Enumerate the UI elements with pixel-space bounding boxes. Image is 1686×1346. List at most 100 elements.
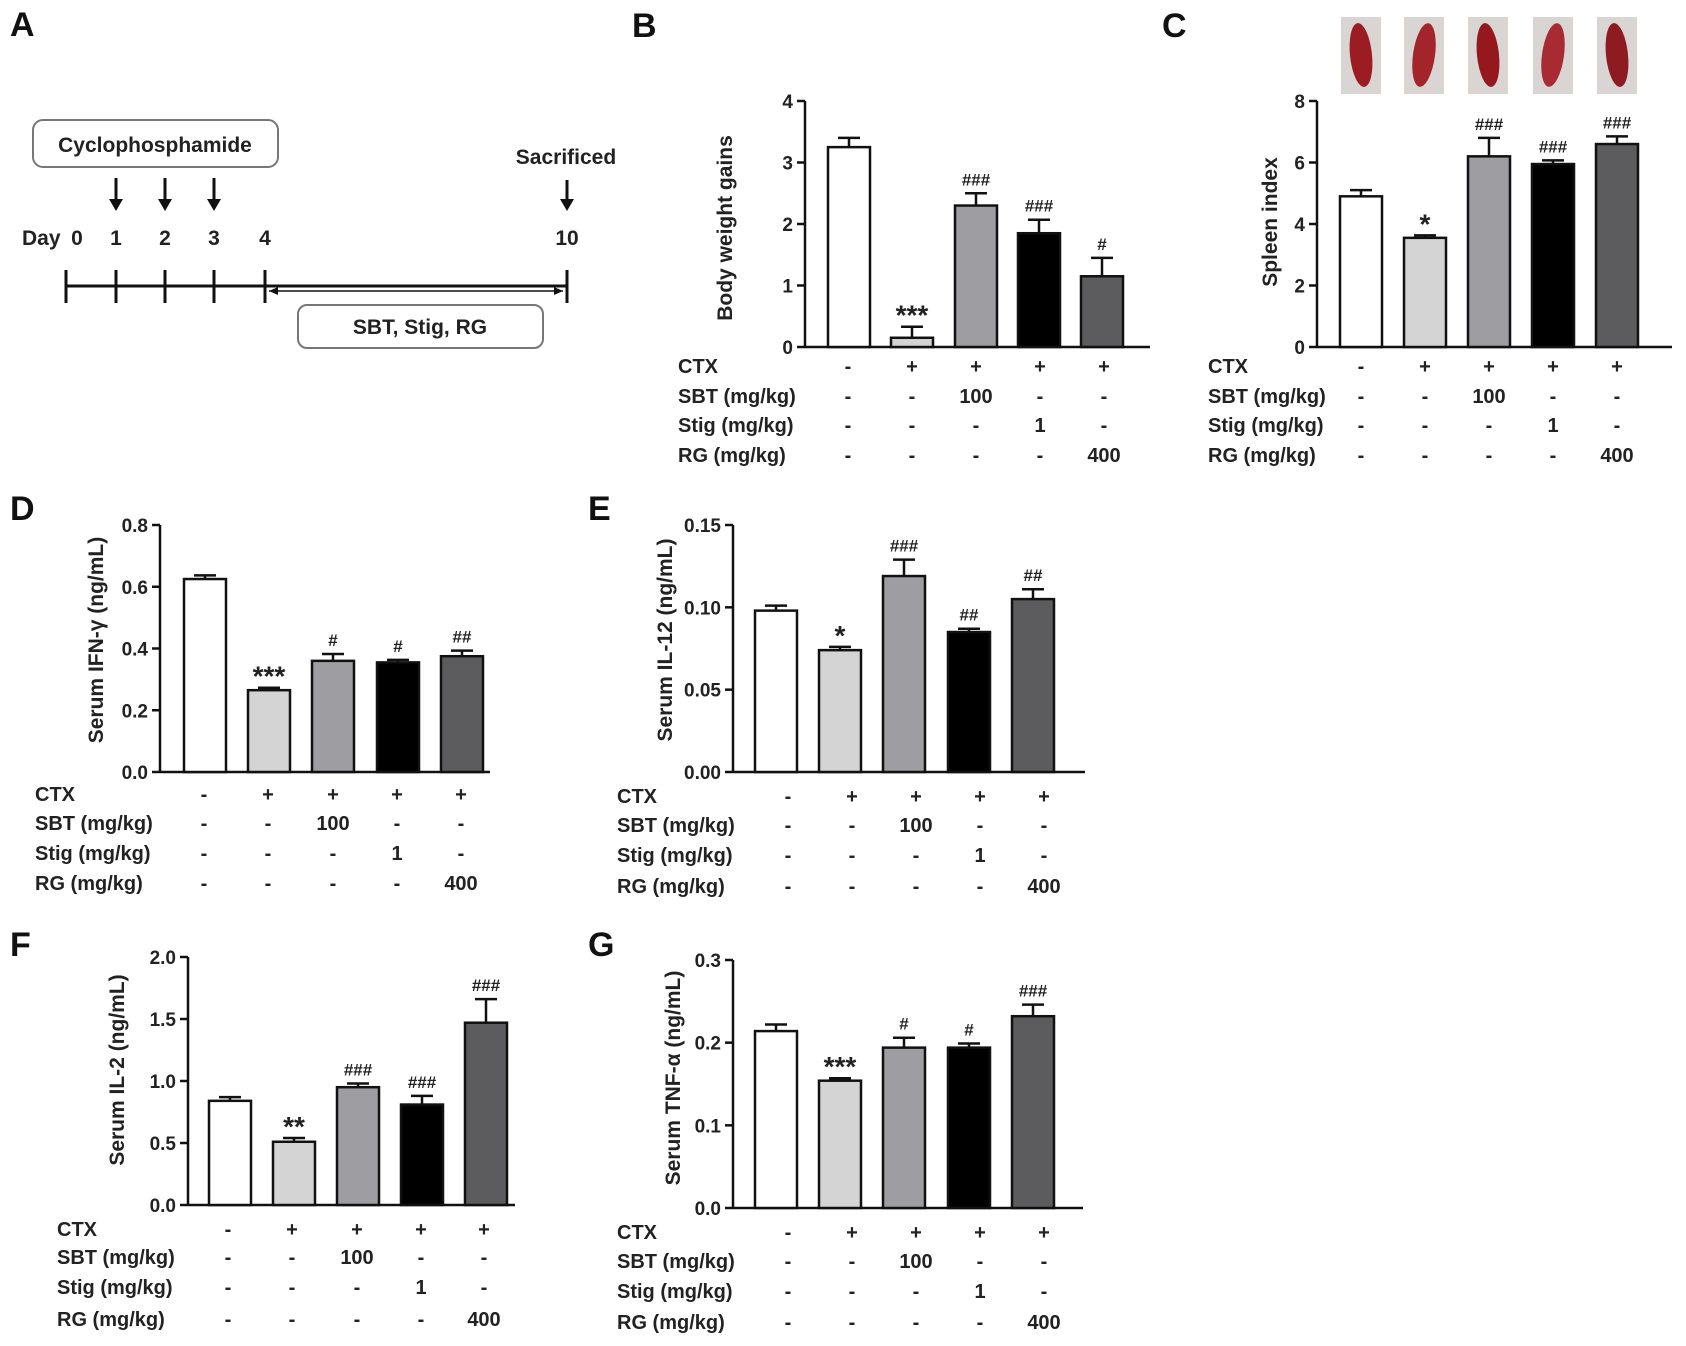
group-cell: - [785, 845, 792, 867]
y-tick-label: 1.0 [150, 1072, 176, 1093]
group-cell: - [1037, 445, 1044, 467]
group-cell: - [481, 1247, 488, 1269]
group-cell: - [394, 873, 401, 895]
group-cell: 400 [1027, 876, 1060, 898]
group-cell: 100 [1472, 386, 1505, 408]
significance-mark: ## [453, 628, 472, 647]
group-cell: + [1038, 1222, 1050, 1244]
group-cell: - [458, 843, 465, 865]
group-cell: - [1041, 1281, 1048, 1303]
group-cell: - [394, 813, 401, 835]
group-cell: - [265, 843, 272, 865]
day-label: 0 [71, 227, 83, 250]
y-axis-label: Spleen index [1259, 157, 1282, 287]
bar [1530, 162, 1576, 349]
bar [1010, 1014, 1056, 1210]
group-cell: + [1098, 356, 1110, 378]
group-cell: + [262, 784, 274, 806]
y-tick-label: 2 [1294, 277, 1305, 298]
y-tick-label: 0 [1294, 338, 1305, 359]
group-cell: - [849, 845, 856, 867]
group-cell: - [289, 1247, 296, 1269]
bar [1016, 231, 1062, 349]
significance-mark: ## [1024, 566, 1043, 585]
group-cell: 1 [391, 843, 402, 865]
group-cell: - [913, 876, 920, 898]
y-tick-label: 2.0 [150, 948, 176, 969]
bar [182, 577, 228, 774]
y-tick-label: 1.5 [150, 1010, 177, 1031]
significance-mark: # [964, 1020, 974, 1039]
significance-mark: ### [1475, 115, 1504, 134]
group-cell: + [974, 786, 986, 808]
y-axis-label: Body weight gains [714, 135, 737, 321]
y-tick-label: 0.0 [122, 763, 148, 784]
group-cell: - [1486, 415, 1493, 437]
group-cell: - [289, 1309, 296, 1331]
y-tick-label: 0.10 [684, 598, 721, 619]
spleen-images [1341, 17, 1637, 94]
panel-letter: G [588, 926, 614, 964]
bar [1010, 597, 1056, 774]
group-cell: + [1034, 356, 1046, 378]
group-cell: - [265, 873, 272, 895]
y-axis-label: Serum IFN-γ (ng/mL) [85, 537, 108, 744]
group-cell: - [1422, 415, 1429, 437]
significance-mark: ## [960, 606, 979, 625]
group-row-label: CTX [617, 786, 658, 808]
group-cell: - [458, 813, 465, 835]
group-cell: + [910, 1222, 922, 1244]
group-cell: + [974, 1222, 986, 1244]
bar [1466, 155, 1512, 349]
group-cell: 1 [974, 845, 985, 867]
group-cell: - [1041, 815, 1048, 837]
bar [1079, 275, 1125, 349]
group-cell: - [785, 1281, 792, 1303]
day-label: 10 [555, 227, 578, 250]
group-cell: + [846, 1222, 858, 1244]
group-cell: - [785, 786, 792, 808]
arrow-head [158, 199, 172, 211]
group-row-label: RG (mg/kg) [1208, 445, 1316, 467]
group-cell: - [201, 813, 208, 835]
spleen-photo [1412, 23, 1436, 87]
group-cell: - [1041, 1251, 1048, 1273]
group-cell: 400 [444, 873, 477, 895]
group-cell: - [1037, 386, 1044, 408]
group-cell: - [1614, 415, 1621, 437]
group-row-label: RG (mg/kg) [617, 1312, 725, 1334]
group-cell: 400 [467, 1309, 500, 1331]
spleen-photo [1349, 23, 1373, 87]
group-cell: + [1038, 786, 1050, 808]
bar [271, 1140, 317, 1207]
y-tick-label: 6 [1294, 154, 1305, 175]
group-cell: - [845, 356, 852, 378]
group-cell: - [418, 1247, 425, 1269]
y-tick-label: 0.8 [122, 516, 148, 537]
group-cell: - [785, 1222, 792, 1244]
group-cell: + [1419, 356, 1431, 378]
group-cell: - [785, 876, 792, 898]
y-tick-label: 8 [1294, 92, 1305, 113]
bar [753, 609, 799, 774]
group-cell: - [849, 1251, 856, 1273]
day-label: 3 [208, 227, 220, 250]
drug-box [32, 119, 279, 168]
group-row-label: RG (mg/kg) [35, 873, 143, 895]
group-row-label: CTX [57, 1219, 98, 1241]
group-cell: 400 [1087, 445, 1120, 467]
group-cell: - [845, 386, 852, 408]
group-cell: - [1358, 445, 1365, 467]
treatment-label: SBT, Stig, RG [353, 316, 487, 339]
bar [1338, 195, 1384, 349]
group-cell: 1 [974, 1281, 985, 1303]
group-cell: - [1614, 386, 1621, 408]
y-axis-label: Serum IL-12 (ng/mL) [654, 538, 677, 741]
group-cell: - [973, 445, 980, 467]
span-arrow-left [269, 287, 278, 295]
significance-mark: ### [890, 537, 919, 556]
panel-f: F 0.0 0.5 1.0 1.5 2.0 Serum IL-2 (ng/mL) ** ### #… [10, 926, 515, 1331]
group-cell: - [225, 1277, 232, 1299]
